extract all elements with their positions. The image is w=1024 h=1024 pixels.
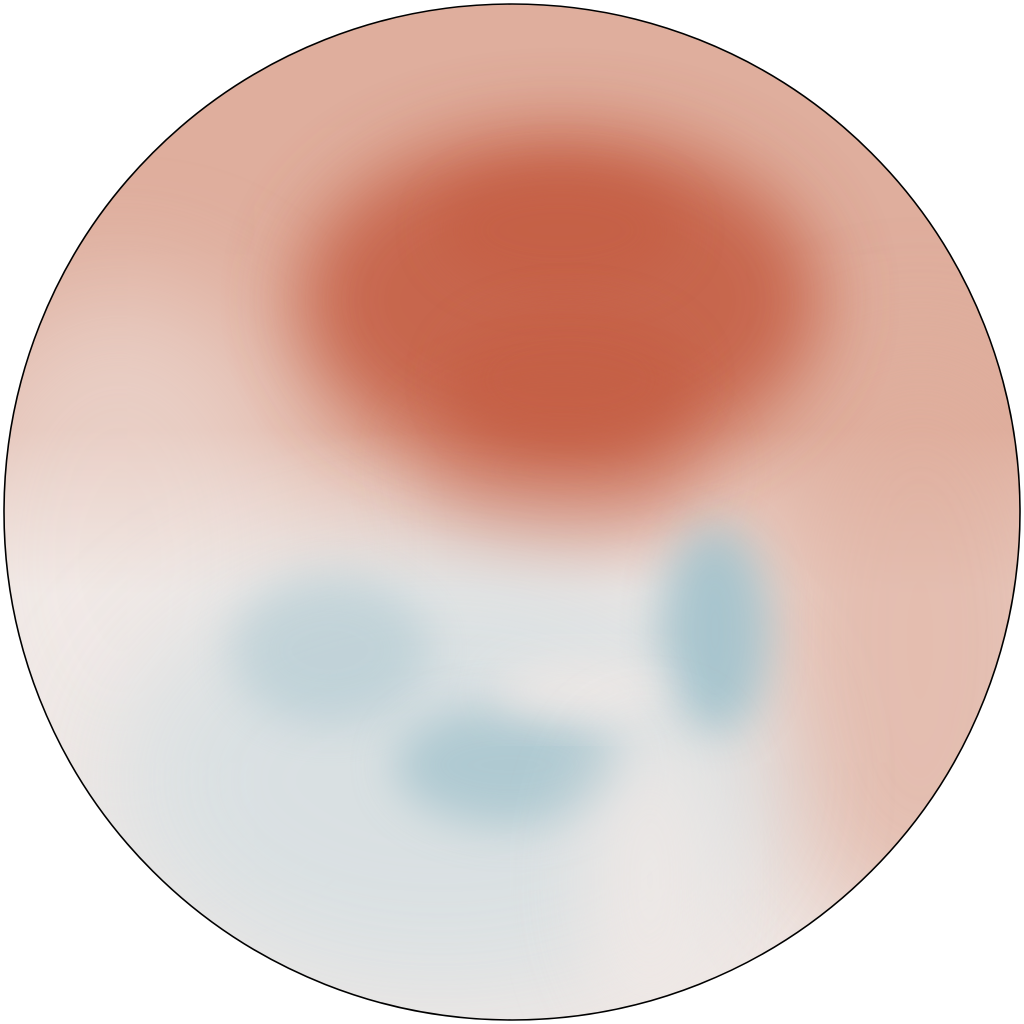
neutral-streak <box>490 662 670 718</box>
warm-core-top <box>440 170 680 290</box>
upper-warm-maximum <box>300 130 820 470</box>
pale-seam <box>580 730 720 1020</box>
cool-core-left <box>230 575 430 725</box>
disk-outline <box>3 3 1021 1021</box>
cool-core-bottom <box>395 705 625 825</box>
cool-core-right <box>660 525 770 735</box>
warm-tongue <box>420 390 700 550</box>
